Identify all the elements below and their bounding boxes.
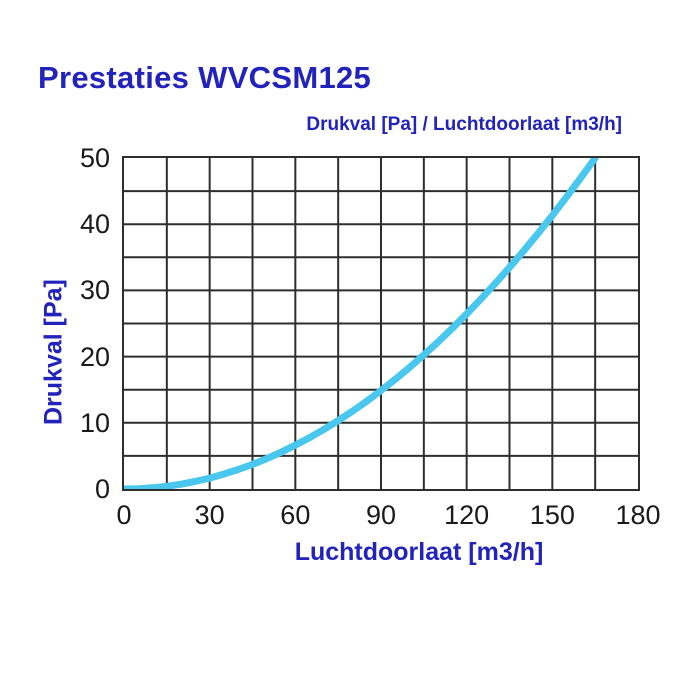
y-tick-label: 30 [79, 275, 110, 306]
x-tick-label: 90 [365, 500, 397, 530]
x-tick-label: 0 [116, 500, 132, 530]
performance-curve [124, 158, 599, 489]
x-tick-label: 30 [194, 500, 225, 530]
y-axis-label: Drukval [Pa] [39, 279, 68, 425]
y-tick-label: 0 [94, 474, 110, 504]
y-tick-label: 10 [79, 407, 110, 438]
chart-plot-area [122, 156, 640, 491]
page-title: Prestaties WVCSM125 [38, 60, 372, 95]
x-tick-label: 180 [615, 500, 661, 530]
chart-canvas [124, 158, 638, 489]
x-tick-label: 120 [444, 500, 490, 530]
y-tick-label: 50 [79, 143, 110, 173]
y-tick-label: 20 [79, 341, 110, 372]
x-tick-label: 150 [529, 500, 575, 530]
x-tick-label: 60 [280, 500, 311, 530]
x-axis-label: Luchtdoorlaat [m3/h] [294, 538, 544, 566]
chart-subtitle: Drukval [Pa] / Luchtdoorlaat [m3/h] [306, 114, 622, 135]
y-tick-label: 40 [79, 209, 110, 240]
